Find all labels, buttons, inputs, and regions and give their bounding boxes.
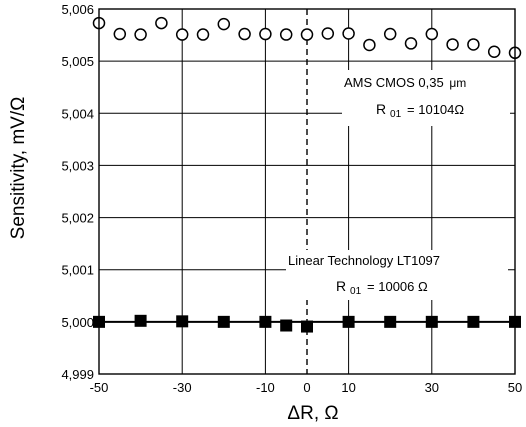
data-point-square <box>384 315 397 328</box>
x-tick-label: 10 <box>341 380 355 395</box>
data-point-circle <box>383 27 397 41</box>
x-tick-label: 0 <box>303 380 310 395</box>
data-point-circle <box>113 27 127 41</box>
y-tick-label: 5,001 <box>61 263 94 278</box>
data-point-circle <box>134 28 147 41</box>
data-point-square <box>301 320 313 333</box>
x-tick-labels: -50 -30 -10 0 10 30 50 <box>90 380 523 395</box>
data-marks <box>92 16 522 333</box>
data-point-circle <box>363 38 376 52</box>
data-point-circle <box>238 27 251 41</box>
data-point-circle <box>155 16 168 30</box>
data-point-circle <box>425 27 439 41</box>
data-point-circle <box>321 27 335 40</box>
y-tick-label: 5,004 <box>61 106 94 121</box>
data-point-square <box>425 315 438 328</box>
x-tick-label: -30 <box>173 380 192 395</box>
x-tick-label: 50 <box>508 380 522 395</box>
lt-annotation-title: Linear Technology LT1097 <box>288 253 440 268</box>
y-tick-label: 5,006 <box>61 2 94 17</box>
y-tick-label: 4,999 <box>61 367 94 382</box>
lt-resistance: R 01 = 10006 Ω <box>336 278 428 297</box>
data-point-square <box>217 315 230 328</box>
plot-frame <box>98 8 516 375</box>
data-point-circle <box>446 38 459 51</box>
data-point-square <box>134 314 147 327</box>
data-point-circle <box>342 27 355 40</box>
lt-annotation: Linear Technology LT1097 R 01 = 10006 Ω <box>286 250 508 300</box>
y-axis-label: Sensitivity, mV/Ω <box>8 97 29 240</box>
y-tick-label: 5,005 <box>61 54 94 69</box>
data-point-circle <box>259 27 272 41</box>
ams-resistance: R 01 = 10104Ω <box>376 101 464 120</box>
x-axis-label: ΔR, Ω <box>287 403 338 424</box>
data-point-circle <box>217 17 231 31</box>
data-point-circle <box>467 38 480 51</box>
ams-annotation: AMS CMOS 0,35 μm R 01 = 10104Ω <box>342 70 510 126</box>
y-tick-labels: 4,999 5,000 5,001 5,002 5,003 5,004 5,005 5,006 <box>61 2 94 382</box>
data-point-circle <box>196 28 210 41</box>
x-tick-label: -50 <box>90 380 109 395</box>
ams-annotation-title: AMS CMOS 0,35 μm <box>344 75 466 90</box>
data-point-square <box>467 315 480 328</box>
y-tick-label: 5,003 <box>61 158 94 173</box>
data-point-circle <box>279 28 293 41</box>
data-point-circle <box>300 28 314 41</box>
data-point-circle <box>175 28 189 41</box>
data-point-circle <box>404 37 418 50</box>
data-point-square <box>342 315 355 328</box>
data-point-circle <box>487 45 501 59</box>
x-tick-label: 30 <box>425 380 439 395</box>
y-tick-label: 5,002 <box>61 211 94 226</box>
data-point-square <box>259 315 272 328</box>
ams-unit: μm <box>449 76 466 90</box>
y-tick-label: 5,000 <box>61 315 94 330</box>
x-tick-label: -10 <box>256 380 275 395</box>
data-point-square <box>176 315 189 328</box>
data-point-square <box>280 319 293 332</box>
